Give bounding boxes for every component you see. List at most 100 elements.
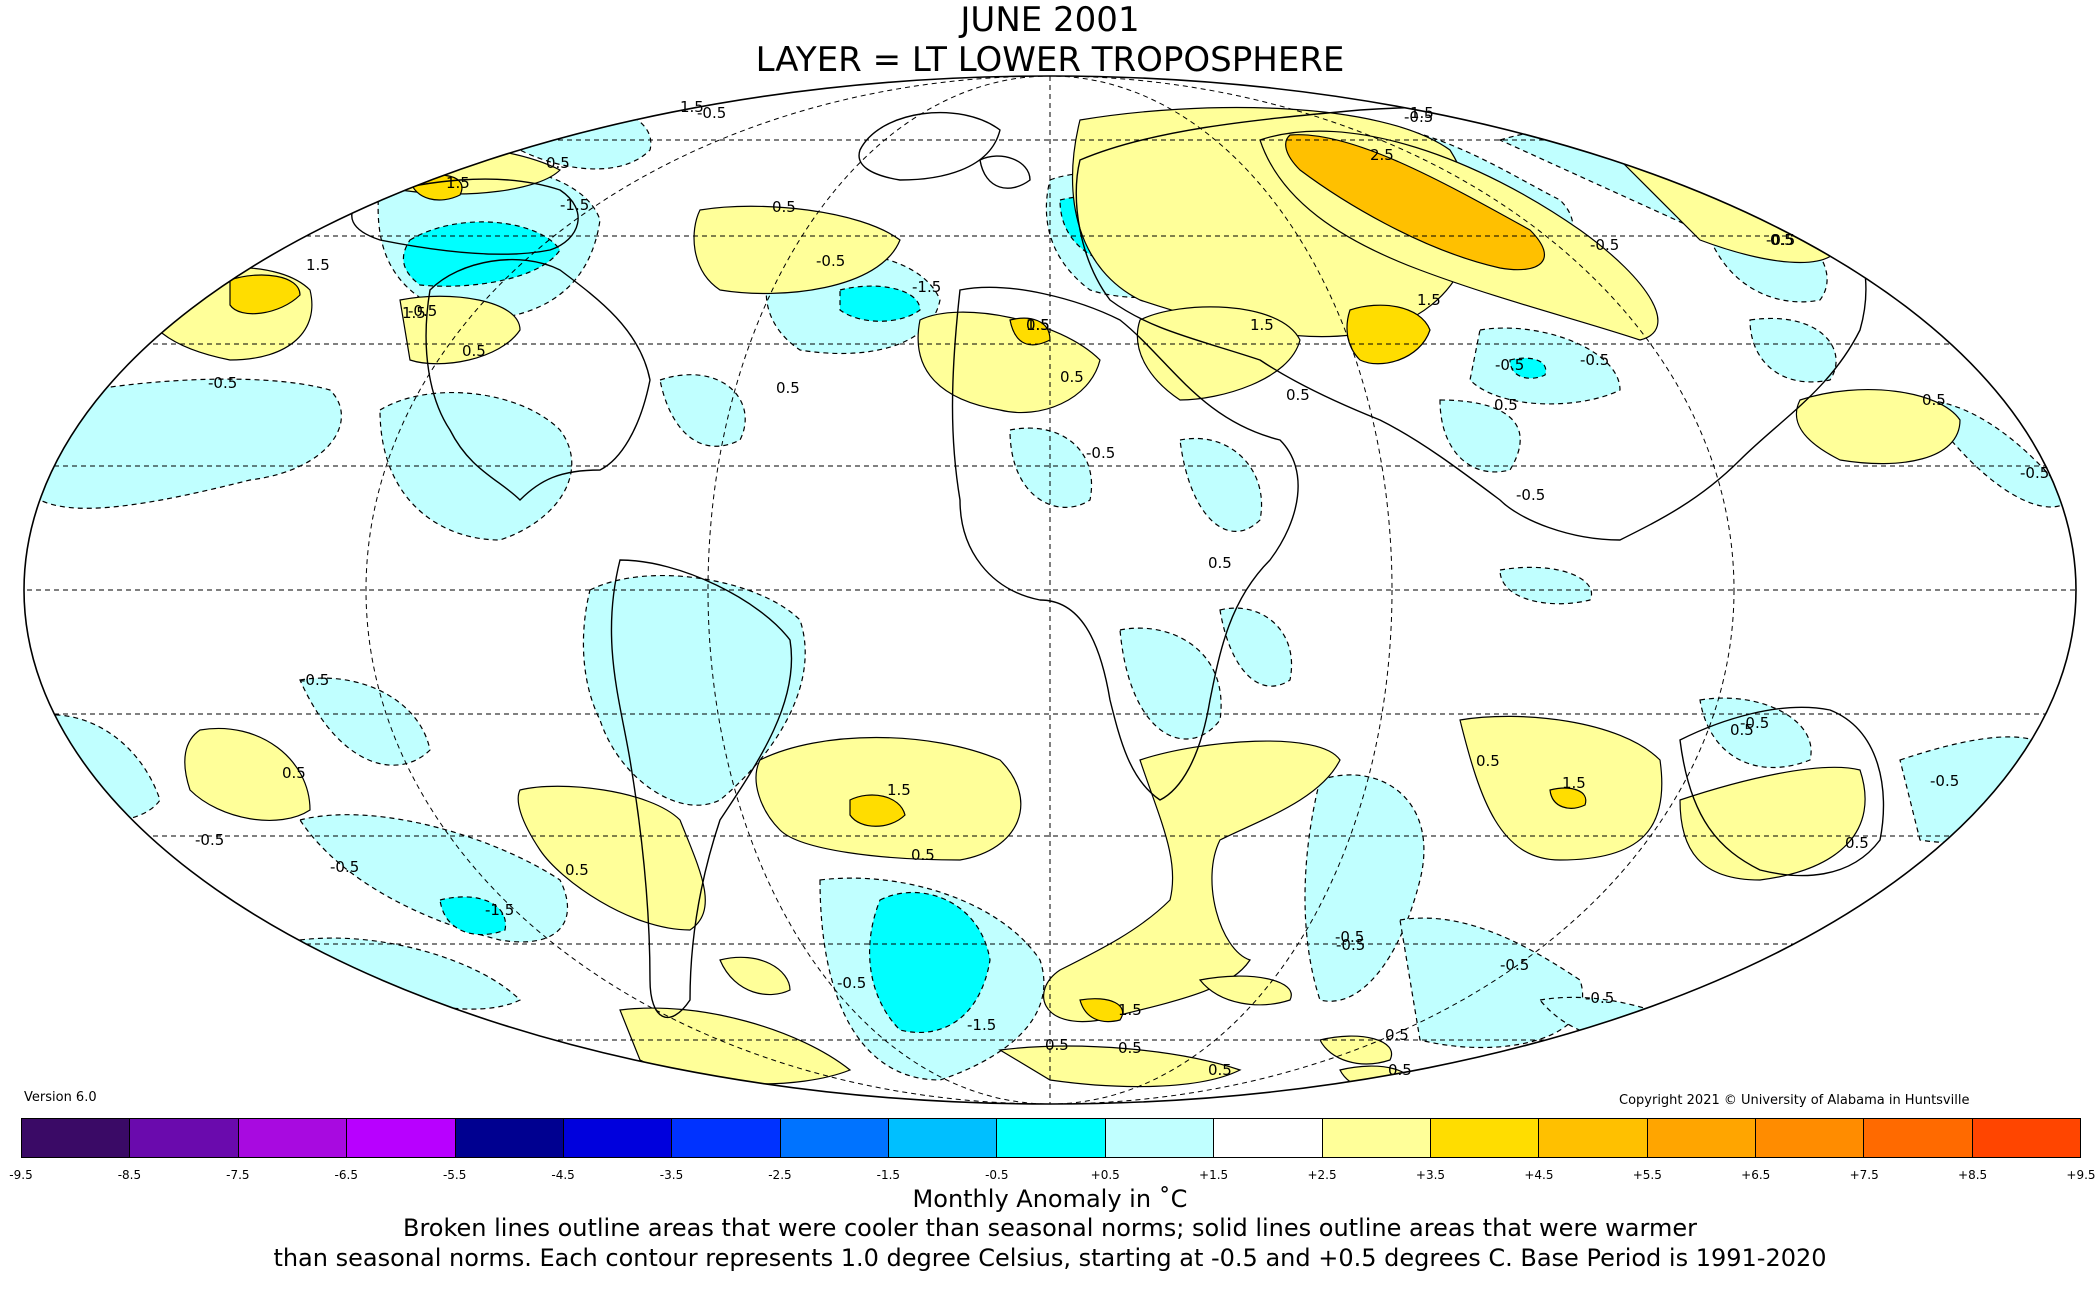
color-scale-cell (780, 1119, 889, 1157)
contour-label: -0.5 (1404, 108, 1433, 126)
color-scale-tick: +6.5 (1741, 1168, 1771, 1182)
color-scale-cell (1214, 1119, 1323, 1157)
contour-label: -1.5 (967, 1016, 996, 1034)
contour-label: -0.5 (1336, 936, 1365, 954)
contour-label: 0.5 (1118, 1039, 1142, 1057)
contour-label: -0.5 (1335, 928, 1364, 946)
contour-label: 0.5 (1730, 721, 1754, 739)
contour-label: 1.5 (1417, 291, 1441, 309)
color-scale-cell (1322, 1119, 1431, 1157)
color-scale-cell (889, 1119, 998, 1157)
map-border (23, 75, 2077, 1105)
copyright-label: Copyright 2021 © University of Alabama i… (1619, 1093, 1970, 1108)
legend-note-line2: than seasonal norms. Each contour repres… (273, 1244, 1827, 1272)
contour-label: 0.5 (1286, 386, 1310, 404)
contour-label: -0.5 (408, 302, 437, 320)
contour-label: -1.5 (912, 278, 941, 296)
color-scale-tick: -6.5 (334, 1168, 358, 1182)
contour-label: -0.5 (1930, 772, 1959, 790)
contour-label: 1.5 (1562, 774, 1586, 792)
contour-label: 1.5 (1118, 1001, 1142, 1019)
color-scale-tick: +7.5 (1849, 1168, 1879, 1182)
contour-label: 0.5 (462, 342, 486, 360)
color-scale-tick: +0.5 (1090, 1168, 1120, 1182)
color-scale-tick: +4.5 (1524, 1168, 1554, 1182)
contour-label: 0.5 (776, 379, 800, 397)
contour-label: 0.5 (1208, 1061, 1232, 1079)
contour-label: -1.5 (560, 196, 589, 214)
contour-label: -0.5 (1590, 236, 1619, 254)
contour-label: -0.5 (1495, 356, 1524, 374)
contour-label: -0.5 (1516, 486, 1545, 504)
color-scale-cell (1647, 1119, 1756, 1157)
contour-label: -0.5 (1740, 714, 1769, 732)
color-scale-cell (455, 1119, 564, 1157)
color-scale-tick: +3.5 (1415, 1168, 1446, 1182)
map-title: JUNE 2001 (960, 0, 1140, 40)
contour-label: 0.5 (1845, 834, 1869, 852)
color-scale-cell (1864, 1119, 1973, 1157)
version-label: Version 6.0 (24, 1090, 97, 1105)
color-scale-cell (130, 1119, 239, 1157)
color-scale-cell (1430, 1119, 1540, 1157)
color-scale-tick: -0.5 (985, 1168, 1009, 1182)
contour-label: -0.5 (816, 252, 845, 270)
contour-label: 0.5 (282, 764, 306, 782)
color-scale-cell (238, 1119, 348, 1157)
color-scale-bar (21, 1118, 2081, 1158)
legend-note-line1: Broken lines outline areas that were coo… (403, 1214, 1697, 1242)
contour-label: 0.5 (565, 861, 589, 879)
color-scale-tick: -9.5 (9, 1168, 33, 1182)
color-scale-cell (1972, 1119, 2081, 1157)
color-scale-ticks: -9.5 -8.5 -7.5 -6.5 -5.5 -4.5 -3.5 -2.5 -1.5 -0.5… (9, 1168, 2095, 1184)
contour-label: 1.5 (1026, 316, 1050, 334)
color-scale-tick: -5.5 (442, 1168, 467, 1182)
color-scale-tick: -8.5 (117, 1168, 142, 1182)
contour-label: 0.5 (911, 846, 935, 864)
contour-label: -0.5 (837, 974, 866, 992)
contour-label: 0.5 (1770, 231, 1794, 249)
contour-label: 1.5 (402, 304, 426, 322)
contour-label: 2.5 (1370, 146, 1394, 164)
color-scale-cell (672, 1119, 781, 1157)
contour-label: 1.5 (680, 98, 704, 116)
contour-label: -0.5 (330, 858, 359, 876)
contour-label: 0.5 (546, 154, 570, 172)
contour-label: -0.5 (1086, 444, 1115, 462)
color-scale-cell (1756, 1119, 1865, 1157)
color-scale-tick: +2.5 (1307, 1168, 1337, 1182)
contour-label: -0.5 (697, 104, 726, 122)
color-scale-cell (563, 1119, 673, 1157)
contour-label: -0.5 (1500, 956, 1529, 974)
contour-label: 0.5 (1476, 752, 1500, 770)
contour-label: -0.5 (208, 374, 237, 392)
color-scale-tick: -7.5 (226, 1168, 250, 1182)
contour-label: 0.5 (1045, 1036, 1069, 1054)
contour-label: 0.5 (1922, 391, 1946, 409)
color-scale-label: Monthly Anomaly in ˚C (912, 1185, 1188, 1213)
contour-label: 0.5 (1208, 554, 1232, 572)
contour-label: 0.5 (1060, 368, 1084, 386)
contour-label: 1.5 (1250, 316, 1274, 334)
contour-labels: 1.5 -0.5 1.5 0.5 1.5 -1.5 1.5 -0.5 0.5 -… (195, 98, 2049, 1079)
color-scale-tick: +9.5 (2066, 1168, 2096, 1182)
color-scale-cell (1105, 1119, 1215, 1157)
contour-label: 1.5 (446, 174, 470, 192)
contour-label: 0.5 (1494, 396, 1518, 414)
color-scale-cell (1539, 1119, 1648, 1157)
color-scale-tick: -3.5 (659, 1168, 684, 1182)
contour-label: 0.5 (1388, 1061, 1412, 1079)
color-scale-tick: +8.5 (1958, 1168, 1988, 1182)
contour-label: -0.5 (2020, 464, 2049, 482)
color-scale-tick: -1.5 (876, 1168, 901, 1182)
color-scale-tick: +5.5 (1632, 1168, 1662, 1182)
contour-label: 1.5 (306, 256, 330, 274)
contour-label: -0.5 (1580, 351, 1609, 369)
color-scale-tick: +1.5 (1199, 1168, 1229, 1182)
contour-label: 0.5 (1385, 1026, 1409, 1044)
contour-label: 1.5 (887, 781, 911, 799)
contour-label: -0.5 (195, 831, 224, 849)
map-subtitle: LAYER = LT LOWER TROPOSPHERE (755, 40, 1345, 80)
color-scale-cell (347, 1119, 456, 1157)
anomaly-map: 1.5 -0.5 1.5 0.5 1.5 -1.5 1.5 -0.5 0.5 -… (23, 75, 2077, 1105)
